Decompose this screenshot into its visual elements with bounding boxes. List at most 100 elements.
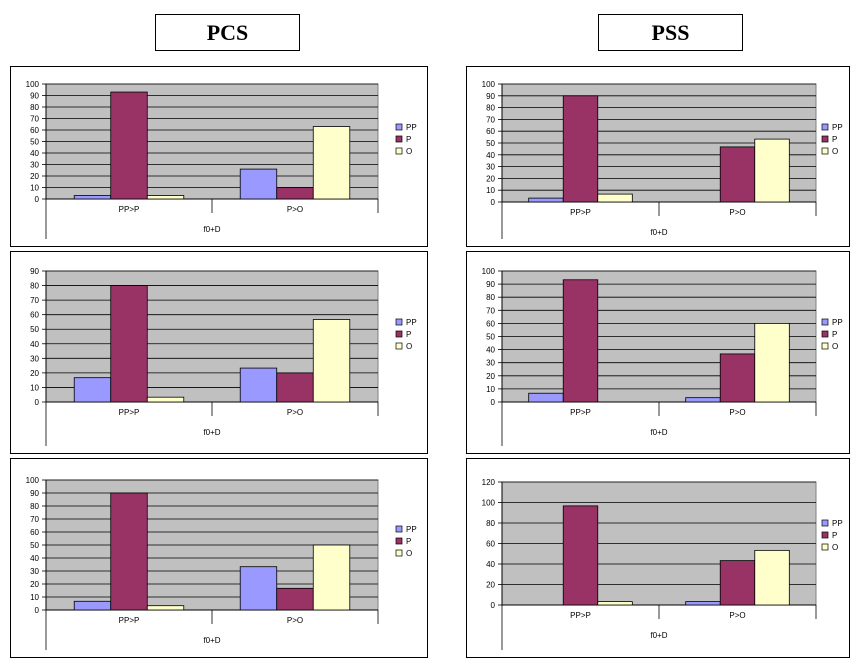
- y-tick-label: 90: [486, 92, 495, 101]
- legend-swatch-PP: [821, 519, 829, 527]
- bar-P-0: [110, 91, 148, 200]
- legend-label-PP: PP: [406, 525, 417, 534]
- y-tick-label: 10: [30, 593, 39, 602]
- legend-label-O: O: [832, 342, 838, 351]
- bar-PP-0: [73, 377, 112, 403]
- x-axis-label: f0+D: [203, 225, 220, 234]
- legend-swatch-O: [395, 147, 403, 155]
- bar-P-1: [276, 187, 314, 200]
- legend-label-O: O: [832, 147, 838, 156]
- legend-label-O: O: [832, 543, 838, 552]
- legend-swatch-PP: [821, 318, 829, 326]
- pss-title: PSS: [598, 14, 743, 51]
- y-tick-label: 50: [30, 138, 39, 147]
- y-tick-label: 100: [482, 499, 496, 508]
- x-category-label: PP>P: [570, 611, 591, 620]
- y-tick-label: 60: [486, 127, 495, 136]
- bar-O-0: [146, 195, 185, 200]
- bar-PP-1: [685, 397, 721, 403]
- legend-label-O: O: [406, 549, 412, 558]
- legend-swatch-O: [395, 342, 403, 350]
- bar-O-1: [754, 138, 790, 203]
- y-tick-label: 60: [486, 319, 495, 328]
- y-tick-label: 90: [30, 92, 39, 101]
- y-tick-label: 60: [486, 540, 495, 549]
- y-tick-label: 30: [486, 359, 495, 368]
- y-tick-label: 80: [486, 519, 495, 528]
- y-tick-label: 50: [486, 139, 495, 148]
- y-tick-label: 40: [30, 340, 39, 349]
- y-tick-label: 70: [30, 115, 39, 124]
- x-category-label: PP>P: [119, 205, 140, 214]
- legend-label-O: O: [406, 342, 412, 351]
- y-tick-label: 30: [30, 567, 39, 576]
- legend-swatch-O: [821, 147, 829, 155]
- pcs-title: PCS: [155, 14, 300, 51]
- y-tick-label: 10: [30, 184, 39, 193]
- y-tick-label: 0: [491, 601, 496, 610]
- y-tick-label: 80: [30, 103, 39, 112]
- y-tick-label: 50: [486, 333, 495, 342]
- bar-PP-1: [685, 601, 721, 606]
- bar-P-0: [110, 285, 148, 403]
- y-tick-label: 80: [486, 293, 495, 302]
- bar-PP-0: [73, 600, 112, 611]
- bar-PP-0: [528, 392, 564, 403]
- x-category-label: P>O: [287, 205, 303, 214]
- legend-label-P: P: [406, 537, 411, 546]
- x-category-label: PP>P: [119, 408, 140, 417]
- y-tick-label: 100: [26, 476, 40, 485]
- y-tick-label: 70: [486, 306, 495, 315]
- y-tick-label: 60: [30, 528, 39, 537]
- bar-PP-0: [528, 197, 564, 203]
- bar-O-0: [597, 601, 633, 606]
- x-category-label: P>O: [729, 611, 745, 620]
- y-tick-label: 10: [30, 383, 39, 392]
- bar-O-1: [312, 126, 351, 200]
- x-category-label: PP>P: [570, 408, 591, 417]
- y-tick-label: 70: [30, 515, 39, 524]
- bar-PP-1: [239, 566, 278, 611]
- legend-label-P: P: [832, 135, 837, 144]
- y-tick-label: 70: [30, 296, 39, 305]
- y-tick-label: 40: [486, 346, 495, 355]
- x-axis-label: f0+D: [650, 228, 667, 237]
- legend-swatch-P: [395, 537, 403, 545]
- legend-swatch-P: [821, 135, 829, 143]
- x-axis-label: f0+D: [203, 428, 220, 437]
- y-tick-label: 90: [30, 267, 39, 276]
- bar-P-1: [276, 587, 314, 611]
- y-tick-label: 0: [35, 398, 40, 407]
- bar-O-0: [597, 193, 633, 203]
- y-tick-label: 50: [30, 325, 39, 334]
- y-tick-label: 70: [486, 115, 495, 124]
- bar-P-0: [562, 505, 599, 606]
- x-category-label: P>O: [287, 616, 303, 625]
- bar-P-1: [719, 353, 756, 403]
- legend-label-PP: PP: [406, 318, 417, 327]
- y-tick-label: 40: [30, 149, 39, 158]
- legend-swatch-PP: [395, 318, 403, 326]
- legend-swatch-PP: [821, 123, 829, 131]
- y-tick-label: 60: [30, 311, 39, 320]
- y-tick-label: 20: [30, 172, 39, 181]
- bar-O-0: [146, 605, 185, 611]
- y-tick-label: 80: [30, 282, 39, 291]
- legend-label-P: P: [832, 531, 837, 540]
- bar-PP-1: [239, 168, 278, 200]
- y-tick-label: 40: [486, 151, 495, 160]
- y-tick-label: 0: [491, 398, 496, 407]
- y-tick-label: 50: [30, 541, 39, 550]
- bar-P-1: [719, 560, 756, 606]
- y-tick-label: 20: [486, 174, 495, 183]
- legend-label-PP: PP: [406, 123, 417, 132]
- x-category-label: P>O: [729, 208, 745, 217]
- y-tick-label: 100: [26, 80, 40, 89]
- x-category-label: PP>P: [570, 208, 591, 217]
- x-axis-label: f0+D: [650, 631, 667, 640]
- legend-label-PP: PP: [832, 519, 843, 528]
- bar-O-1: [312, 319, 351, 403]
- bar-PP-1: [239, 367, 278, 403]
